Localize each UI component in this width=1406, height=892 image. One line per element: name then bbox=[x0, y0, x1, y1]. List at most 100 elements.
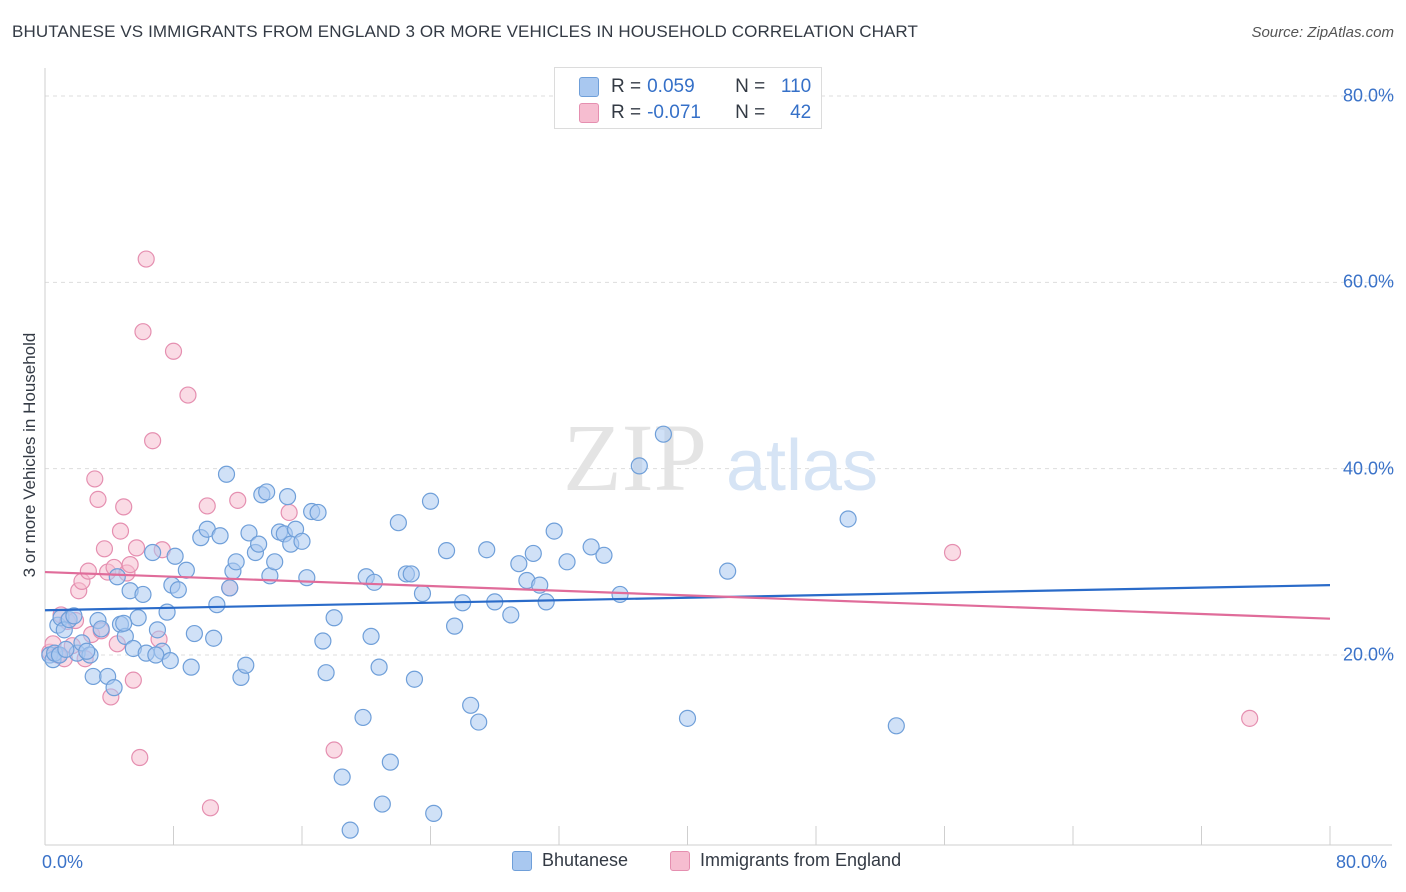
stats-r-label: R = bbox=[611, 76, 642, 97]
point-immigrants-from-england bbox=[127, 539, 146, 557]
y-tick-label: 40.0% bbox=[1342, 458, 1394, 479]
y-tick-label: 20.0% bbox=[1342, 644, 1394, 665]
point-immigrants-from-england bbox=[198, 497, 216, 515]
point-bhutanese bbox=[437, 542, 456, 560]
x-tick-min: 0.0% bbox=[42, 852, 84, 872]
point-bhutanese bbox=[317, 664, 335, 682]
point-bhutanese bbox=[887, 717, 905, 735]
point-bhutanese bbox=[445, 617, 464, 635]
point-bhutanese bbox=[208, 596, 226, 614]
point-immigrants-from-england bbox=[86, 470, 104, 488]
point-bhutanese bbox=[293, 532, 311, 550]
point-bhutanese bbox=[158, 603, 176, 621]
point-immigrants-from-england bbox=[325, 741, 343, 759]
point-immigrants-from-england bbox=[164, 342, 183, 360]
point-bhutanese bbox=[370, 658, 388, 676]
axis-layer bbox=[44, 68, 1392, 846]
watermark-atlas: atlas bbox=[726, 426, 878, 506]
point-immigrants-from-england bbox=[124, 671, 142, 689]
point-bhutanese bbox=[582, 538, 600, 556]
y-tick-label: 80.0% bbox=[1342, 85, 1394, 106]
stats-n-value: 42 bbox=[790, 102, 812, 123]
point-bhutanese bbox=[421, 492, 440, 510]
stats-row-immigrants-from-england: R = -0.071 N = 42 bbox=[579, 101, 811, 125]
point-bhutanese bbox=[545, 522, 563, 540]
point-immigrants-from-england bbox=[280, 503, 298, 522]
legend-item-immigrants-from-england[interactable]: Immigrants from England bbox=[670, 850, 901, 871]
point-immigrants-from-england bbox=[1241, 709, 1259, 727]
x-tick-max: 80.0% bbox=[1336, 852, 1388, 872]
stats-legend: R = 0.059 N = 110 R = -0.071 N = 42 bbox=[554, 67, 822, 129]
point-bhutanese bbox=[78, 642, 96, 660]
point-bhutanese bbox=[405, 670, 424, 688]
point-bhutanese bbox=[362, 627, 380, 645]
point-immigrants-from-england bbox=[79, 562, 97, 580]
point-bhutanese bbox=[205, 629, 223, 647]
point-bhutanese bbox=[595, 546, 613, 564]
point-bhutanese bbox=[524, 544, 542, 563]
point-immigrants-from-england bbox=[137, 250, 155, 268]
point-immigrants-from-england bbox=[95, 540, 114, 558]
point-bhutanese bbox=[250, 535, 268, 553]
point-bhutanese bbox=[373, 795, 391, 813]
point-bhutanese bbox=[309, 503, 327, 522]
point-bhutanese bbox=[57, 640, 75, 659]
point-bhutanese bbox=[84, 667, 102, 686]
point-bhutanese bbox=[630, 457, 648, 475]
point-bhutanese bbox=[298, 569, 316, 587]
watermark: ZIP atlas bbox=[563, 404, 878, 511]
point-bhutanese bbox=[240, 524, 258, 542]
point-bhutanese bbox=[365, 573, 383, 591]
stats-r-value: 0.059 bbox=[647, 76, 695, 97]
chart-legend: Bhutanese Immigrants from England bbox=[0, 850, 1406, 878]
point-bhutanese bbox=[237, 656, 255, 674]
point-bhutanese bbox=[389, 514, 407, 532]
legend-swatch-blue bbox=[512, 850, 532, 871]
point-bhutanese bbox=[221, 579, 239, 597]
stats-n-label: N = bbox=[735, 76, 766, 97]
point-bhutanese bbox=[134, 585, 152, 604]
point-bhutanese bbox=[314, 632, 332, 650]
point-bhutanese bbox=[537, 593, 555, 611]
point-bhutanese bbox=[148, 621, 167, 639]
point-bhutanese bbox=[169, 581, 187, 599]
point-immigrants-from-england bbox=[115, 498, 133, 516]
point-immigrants-from-england bbox=[121, 556, 139, 574]
stats-swatch-blue bbox=[579, 77, 599, 97]
point-bhutanese bbox=[92, 620, 110, 638]
point-bhutanese bbox=[470, 713, 488, 731]
point-bhutanese bbox=[182, 658, 200, 676]
point-bhutanese bbox=[354, 708, 372, 727]
point-bhutanese bbox=[425, 804, 443, 822]
point-bhutanese bbox=[654, 425, 673, 443]
watermark-zip: ZIP bbox=[563, 404, 707, 511]
point-bhutanese bbox=[185, 624, 203, 643]
stats-n-value: 110 bbox=[780, 76, 812, 97]
point-bhutanese bbox=[278, 488, 297, 506]
point-bhutanese bbox=[266, 553, 284, 571]
point-bhutanese bbox=[478, 541, 496, 559]
point-bhutanese bbox=[217, 465, 236, 483]
point-immigrants-from-england bbox=[229, 491, 247, 509]
point-immigrants-from-england bbox=[131, 748, 149, 767]
point-bhutanese bbox=[144, 543, 162, 562]
point-bhutanese bbox=[161, 651, 179, 670]
legend-label-bhutanese: Bhutanese bbox=[542, 850, 629, 870]
point-bhutanese bbox=[381, 753, 399, 771]
point-bhutanese bbox=[462, 696, 480, 714]
point-bhutanese bbox=[719, 562, 737, 580]
point-bhutanese bbox=[341, 821, 359, 839]
point-bhutanese bbox=[115, 614, 133, 632]
grid-layer bbox=[45, 95, 1392, 656]
stats-r-label: R = bbox=[611, 102, 642, 123]
point-bhutanese bbox=[227, 553, 245, 571]
legend-item-bhutanese[interactable]: Bhutanese bbox=[512, 850, 628, 871]
trend-lines bbox=[44, 570, 1331, 620]
trend-line-bhutanese bbox=[44, 584, 1331, 612]
chart-title: BHUTANESE VS IMMIGRANTS FROM ENGLAND 3 O… bbox=[12, 22, 918, 41]
trend-line-immigrants-from-england bbox=[44, 570, 1331, 620]
series-bhutanese bbox=[41, 425, 905, 839]
point-bhutanese bbox=[502, 606, 520, 624]
point-bhutanese bbox=[333, 768, 351, 786]
